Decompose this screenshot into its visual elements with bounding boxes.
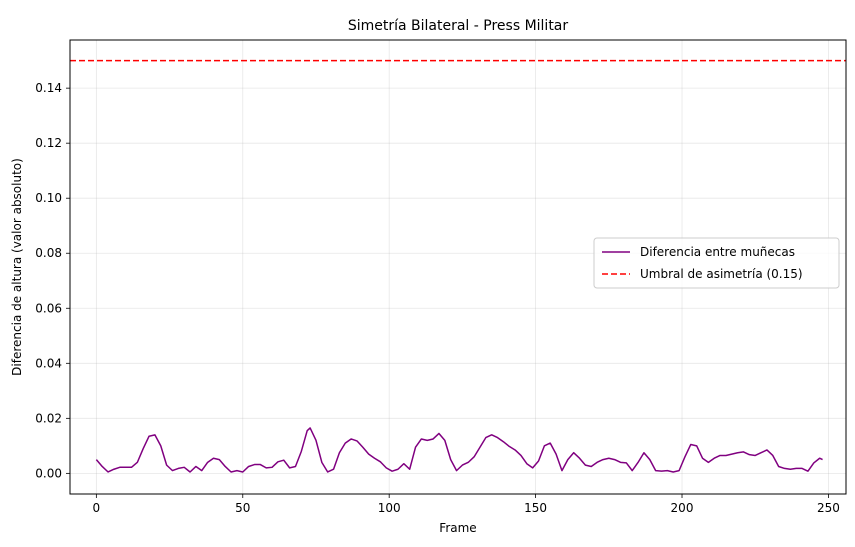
y-tick-label: 0.10: [35, 191, 62, 205]
x-axis-label: Frame: [439, 521, 476, 535]
y-tick-label: 0.14: [35, 81, 62, 95]
x-tick-label: 50: [235, 501, 250, 515]
y-tick-label: 0.04: [35, 356, 62, 370]
y-axis-label: Diferencia de altura (valor absoluto): [10, 158, 24, 376]
x-tick-label: 0: [93, 501, 101, 515]
legend: Diferencia entre muñecas Umbral de asimet…: [593, 237, 840, 289]
x-tick-label: 250: [817, 501, 840, 515]
legend-label: Diferencia entre muñecas: [640, 245, 795, 259]
x-tick-label: 100: [378, 501, 401, 515]
x-tick-label: 150: [524, 501, 547, 515]
legend-label: Umbral de asimetría (0.15): [640, 267, 803, 281]
y-tick-label: 0.02: [35, 411, 62, 425]
series-layer: [70, 59, 846, 473]
x-tick-label: 200: [671, 501, 694, 515]
y-tick-label: 0.08: [35, 246, 62, 260]
y-tick-label: 0.06: [35, 301, 62, 315]
series-line: [95, 427, 823, 473]
y-tick-label: 0.00: [35, 466, 62, 480]
ticks: 0 50 100 150 200 250 0.00 0.02 0.04 0.06 0.08 0.10 0…: [35, 81, 840, 515]
plot-frame: [69, 39, 847, 495]
chart-title: Simetría Bilateral - Press Militar: [348, 18, 569, 34]
y-tick-label: 0.12: [35, 136, 62, 150]
legend-box: [593, 237, 840, 289]
